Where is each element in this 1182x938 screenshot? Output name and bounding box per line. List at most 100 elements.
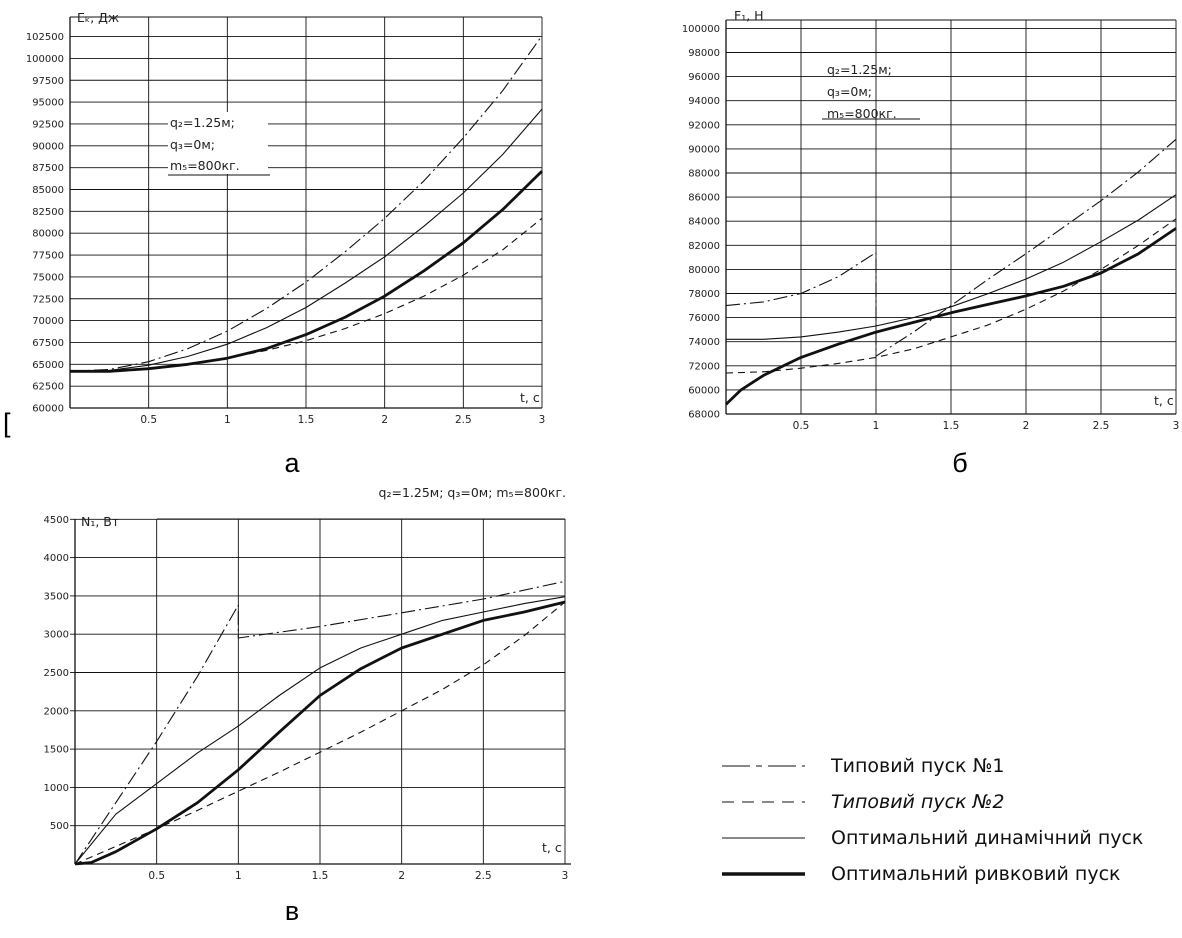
x-tick-label: 1.5 (298, 414, 315, 426)
y-tick-label: 75000 (32, 272, 64, 283)
y-tick-label: 90000 (688, 144, 720, 155)
y-tick-label: 96000 (688, 72, 720, 83)
y-tick-label: 95000 (32, 98, 64, 109)
chart-b-x-axis-label: t, c (1154, 393, 1174, 408)
x-tick-label: 1 (224, 414, 231, 426)
y-tick-label: 100000 (26, 54, 64, 65)
chart-b-caption: б (952, 448, 967, 478)
x-tick-label: 2.5 (475, 870, 492, 882)
y-tick-label: 97500 (32, 76, 64, 87)
x-tick-label: 0.5 (148, 870, 165, 882)
y-tick-label: 100000 (682, 24, 720, 35)
y-tick-label: 88000 (688, 169, 720, 180)
chart-c-caption: в (285, 896, 299, 926)
y-tick-label: 3500 (44, 591, 69, 602)
y-tick-label: 62500 (32, 382, 64, 393)
chart-c-x-axis-label: t, c (542, 840, 562, 855)
series-line-thin (726, 194, 1177, 340)
series-line-dash (725, 218, 1177, 374)
y-tick-label: 102500 (26, 32, 64, 43)
series-line-thin (69, 108, 543, 372)
x-tick-label: 0.5 (140, 414, 157, 426)
series-line-thick (725, 227, 1177, 406)
series-line-dashdot (725, 138, 1177, 357)
legend-label: Оптимальний ривковий пуск (831, 863, 1121, 885)
y-tick-label: 72000 (688, 361, 720, 372)
legend-label: Оптимальний динамічний пуск (831, 827, 1143, 849)
y-tick-label: 74000 (688, 337, 720, 348)
y-tick-label: 86000 (688, 193, 720, 204)
y-tick-label: 87500 (32, 163, 64, 174)
y-tick-label: 82000 (688, 241, 720, 252)
x-tick-label: 3 (1173, 420, 1180, 432)
legend-label: Типовий пуск №1 (830, 755, 1004, 777)
stray-bracket: [ (3, 408, 11, 438)
chart-a-y-axis-label: Eₖ, Дж (77, 10, 119, 25)
chart-b-param-m5: m₅=800кг. (827, 106, 897, 121)
series-line-thick (74, 600, 566, 866)
x-tick-label: 3 (539, 414, 546, 426)
x-tick-label: 2 (381, 414, 388, 426)
chart-a-caption: а (284, 448, 300, 478)
series-line-thin (74, 596, 566, 865)
y-tick-label: 68000 (688, 410, 720, 421)
x-tick-label: 2 (1023, 420, 1030, 432)
y-tick-label: 4500 (44, 515, 69, 526)
x-tick-label: 0.5 (793, 420, 810, 432)
y-tick-label: 4000 (44, 553, 69, 564)
y-tick-label: 2500 (44, 668, 69, 679)
chart-a-param-m5: m₅=800кг. (170, 158, 240, 173)
legend: Типовий пуск №1 Типовий пуск №2 Оптимальни… (722, 755, 1143, 885)
chart-c-y-axis-label: N₁, Вт (81, 514, 119, 529)
y-tick-label: 80000 (688, 265, 720, 276)
y-tick-label: 78000 (688, 289, 720, 300)
series-line-dash (74, 601, 566, 865)
x-tick-label: 2 (398, 870, 405, 882)
chart-a-param-box (168, 112, 268, 174)
chart-c-power: q₂=1.25м; q₃=0м; m₅=800кг. N₁, Вт t, c 5… (44, 485, 571, 926)
y-tick-label: 60000 (688, 385, 720, 396)
y-tick-label: 90000 (32, 141, 64, 152)
y-tick-label: 72500 (32, 294, 64, 305)
y-tick-label: 67500 (32, 338, 64, 349)
chart-b-y-axis-label: F₁, Н (734, 8, 764, 23)
y-tick-label: 77500 (32, 251, 64, 262)
x-tick-label: 1 (235, 870, 242, 882)
y-tick-label: 92500 (32, 119, 64, 130)
chart-a-kinetic-energy: q₂=1.25м; q₃=0м; m₅=800кг. Eₖ, Дж t, c 6… (26, 10, 546, 478)
y-tick-label: 80000 (32, 229, 64, 240)
chart-c-params: q₂=1.25м; q₃=0м; m₅=800кг. (379, 485, 566, 500)
chart-b-param-q2: q₂=1.25м; (827, 62, 892, 77)
series-line-dashdot (69, 35, 543, 372)
y-tick-label: 65000 (32, 360, 64, 371)
x-tick-label: 1.5 (312, 870, 329, 882)
y-tick-label: 94000 (688, 96, 720, 107)
y-tick-label: 84000 (688, 217, 720, 228)
y-tick-label: 1500 (44, 745, 69, 756)
chart-a-x-axis-label: t, c (520, 390, 540, 405)
y-tick-label: 70000 (32, 316, 64, 327)
y-tick-label: 3000 (44, 630, 69, 641)
y-tick-label: 1000 (44, 783, 69, 794)
y-tick-label: 500 (50, 821, 69, 832)
chart-b-force: q₂=1.25м; q₃=0м; m₅=800кг. F₁, Н t, c 68… (682, 8, 1180, 478)
chart-a-param-q3: q₃=0м; (170, 137, 215, 152)
x-tick-label: 2.5 (455, 414, 472, 426)
chart-b-param-q3: q₃=0м; (827, 84, 872, 99)
y-tick-label: 2000 (44, 706, 69, 717)
y-tick-label: 85000 (32, 185, 64, 196)
y-tick-label: 82500 (32, 207, 64, 218)
y-tick-label: 60000 (32, 404, 64, 415)
series-line-dashdot (74, 580, 566, 865)
x-tick-label: 2.5 (1093, 420, 1110, 432)
y-tick-label: 98000 (688, 48, 720, 59)
y-tick-label: 92000 (688, 120, 720, 131)
chart-a-param-q2: q₂=1.25м; (170, 115, 235, 130)
x-tick-label: 3 (562, 870, 569, 882)
series-line-dash (70, 217, 543, 372)
x-tick-label: 1 (873, 420, 880, 432)
legend-label: Типовий пуск №2 (831, 791, 1004, 813)
x-tick-label: 1.5 (943, 420, 960, 432)
y-tick-label: 76000 (688, 313, 720, 324)
